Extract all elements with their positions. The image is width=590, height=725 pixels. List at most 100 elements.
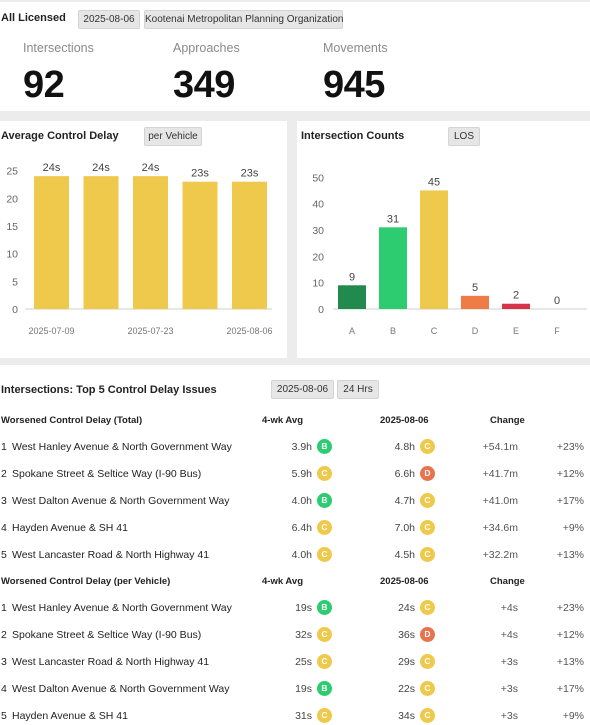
counts-mode-toggle[interactable]: LOS	[448, 127, 480, 146]
y-tick-label: 20	[6, 193, 18, 205]
bar	[232, 181, 267, 309]
movements-label: Movements	[323, 41, 388, 55]
current-delay-value: 6.6h	[394, 468, 415, 480]
delay-mode-toggle[interactable]: per Vehicle	[144, 127, 202, 146]
intersection-name[interactable]: Spokane Street & Seltice Way (I-90 Bus)	[12, 468, 202, 480]
change-value: +34.6m	[482, 522, 518, 534]
avg-delay-value: 5.9h	[291, 468, 312, 480]
row-rank: 5	[1, 549, 7, 561]
per-vehicle-date-col: 2025-08-06	[380, 576, 429, 587]
y-tick-label: 0	[12, 304, 18, 316]
change-value: +32.2m	[482, 549, 518, 561]
bar	[34, 176, 69, 309]
table-row[interactable]: 4 West Dalton Avenue & North Government W…	[0, 676, 590, 703]
los-badge: B	[317, 493, 332, 508]
row-rank: 4	[1, 522, 7, 534]
table-row[interactable]: 2 Spokane Street & Seltice Way (I-90 Bus)…	[0, 461, 590, 488]
table-row[interactable]: 5 West Lancaster Road & North Highway 41 4…	[0, 542, 590, 569]
y-tick-label: 30	[312, 225, 324, 237]
y-tick-label: 20	[312, 251, 324, 263]
avg-delay-value: 25s	[295, 656, 312, 668]
top5-date-filter[interactable]: 2025-08-06	[271, 380, 334, 399]
data-label: 24s	[142, 162, 160, 174]
bar	[420, 190, 448, 309]
table-row[interactable]: 1 West Hanley Avenue & North Government W…	[0, 434, 590, 461]
total-change-col: Change	[490, 415, 525, 426]
date-filter[interactable]: 2025-08-06	[78, 10, 140, 29]
change-percent: +17%	[556, 495, 584, 507]
table-row[interactable]: 3 West Lancaster Road & North Highway 41 2…	[0, 649, 590, 676]
avg-delay-value: 3.9h	[291, 441, 312, 453]
header-divider	[0, 0, 590, 2]
current-delay-value: 7.0h	[394, 522, 415, 534]
data-label: 31	[387, 213, 399, 225]
table-row[interactable]: 4 Hayden Avenue & SH 41 6.4h C 7.0h C +34.6m +9…	[0, 515, 590, 542]
counts-chart-title: Intersection Counts	[301, 130, 405, 142]
change-value: +3s	[500, 656, 518, 668]
organization-filter[interactable]: Kootenai Metropolitan Planning Organizat…	[144, 10, 343, 29]
intersection-name[interactable]: West Lancaster Road & North Highway 41	[12, 549, 210, 561]
intersections-label: Intersections	[23, 41, 94, 55]
intersection-name[interactable]: West Lancaster Road & North Highway 41	[12, 656, 210, 668]
current-delay-value: 4.8h	[394, 441, 415, 453]
los-badge: D	[420, 466, 435, 481]
table-row[interactable]: 2 Spokane Street & Seltice Way (I-90 Bus)…	[0, 622, 590, 649]
section-divider	[0, 358, 590, 365]
row-rank: 2	[1, 629, 7, 641]
x-tick-label: 2025-08-06	[226, 326, 272, 336]
current-delay-value: 34s	[398, 710, 415, 722]
data-label: 24s	[43, 162, 61, 174]
avg-delay-value: 19s	[295, 602, 312, 614]
x-tick-label: D	[472, 326, 479, 336]
change-percent: +13%	[556, 549, 584, 561]
intersection-name[interactable]: Hayden Avenue & SH 41	[12, 522, 128, 534]
los-badge: C	[317, 466, 332, 481]
avg-delay-value: 19s	[295, 683, 312, 695]
x-tick-label: 2025-07-23	[127, 326, 173, 336]
current-delay-value: 29s	[398, 656, 415, 668]
table-row[interactable]: 1 West Hanley Avenue & North Government W…	[0, 595, 590, 622]
y-tick-label: 15	[6, 221, 18, 233]
page-title: All Licensed	[1, 12, 66, 24]
x-tick-label: A	[349, 326, 355, 336]
y-tick-label: 10	[312, 278, 324, 290]
los-badge: C	[317, 547, 332, 562]
intersection-name[interactable]: West Hanley Avenue & North Government Wa…	[12, 441, 232, 453]
bar	[502, 303, 530, 309]
row-rank: 5	[1, 710, 7, 722]
y-tick-label: 5	[12, 276, 18, 288]
change-value: +54.1m	[482, 441, 518, 453]
counts-bar-chart: 0 10 20 30 40 50 9 A 31 B 45 C 5 D 2 E 0 F	[312, 172, 587, 336]
los-badge: C	[420, 708, 435, 723]
intersection-name[interactable]: West Dalton Avenue & North Government Wa…	[12, 495, 230, 507]
los-badge: B	[317, 439, 332, 454]
los-badge: C	[420, 600, 435, 615]
y-tick-label: 10	[6, 249, 18, 261]
bar	[379, 227, 407, 309]
y-tick-label: 40	[312, 199, 324, 211]
x-tick-label: E	[513, 326, 519, 336]
intersection-name[interactable]: West Hanley Avenue & North Government Wa…	[12, 602, 232, 614]
data-label: 5	[472, 282, 478, 294]
change-percent: +12%	[556, 629, 584, 641]
intersection-name[interactable]: West Dalton Avenue & North Government Wa…	[12, 683, 230, 695]
bar	[182, 181, 218, 309]
table-row[interactable]: 3 West Dalton Avenue & North Government W…	[0, 488, 590, 515]
table-row[interactable]: 5 Hayden Avenue & SH 41 31s C 34s C +3s +9%	[0, 703, 590, 725]
bar	[83, 176, 119, 309]
row-rank: 1	[1, 602, 7, 614]
intersection-name[interactable]: Hayden Avenue & SH 41	[12, 710, 128, 722]
change-value: +4s	[500, 602, 518, 614]
avg-delay-value: 4.0h	[291, 549, 312, 561]
approaches-value: 349	[173, 64, 235, 106]
los-badge: C	[317, 708, 332, 723]
delay-bar-chart: 0 5 10 15 20 25 24s 2025-07-09 24s 24s 2025-07-23 2…	[6, 162, 272, 336]
intersection-name[interactable]: Spokane Street & Seltice Way (I-90 Bus)	[12, 629, 202, 641]
change-percent: +23%	[556, 441, 584, 453]
row-rank: 3	[1, 656, 7, 668]
avg-delay-value: 32s	[295, 629, 312, 641]
intersections-value: 92	[23, 64, 65, 106]
bar	[133, 176, 168, 309]
top5-period-filter[interactable]: 24 Hrs	[337, 380, 379, 399]
current-delay-value: 4.5h	[394, 549, 415, 561]
